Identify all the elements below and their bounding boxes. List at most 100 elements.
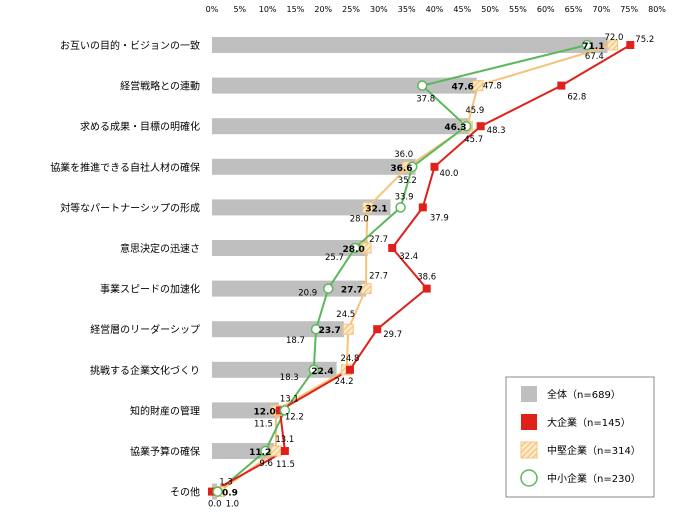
bar-value-label: 27.7 — [341, 286, 363, 296]
value-label-large: 29.7 — [383, 330, 402, 340]
legend-label: 中堅企業（n=314） — [547, 444, 641, 457]
category-label: 協業予算の確保 — [130, 445, 200, 458]
value-label-medium: 28.0 — [350, 214, 369, 224]
marker-small — [417, 80, 428, 91]
marker-large — [626, 41, 635, 49]
category-label: 意思決定の迅速さ — [120, 242, 200, 255]
category-label: 求める成果・目標の明確化 — [80, 120, 200, 133]
marker-medium — [607, 39, 618, 51]
marker-small — [323, 283, 334, 294]
x-tick-label: 45% — [453, 5, 471, 14]
category-label: 経営層のリーダーシップ — [90, 323, 200, 336]
x-tick-label: 20% — [314, 5, 332, 14]
marker-medium — [360, 242, 372, 254]
bar-value-label: 22.4 — [311, 367, 333, 377]
x-tick-label: 65% — [565, 5, 583, 14]
legend-swatch-total — [521, 386, 537, 402]
x-tick-label: 10% — [259, 5, 277, 14]
bar-value-label: 46.3 — [444, 123, 466, 133]
value-label-large: 12.2 — [285, 412, 304, 422]
category-label: 知的財産の管理 — [130, 404, 200, 417]
marker-medium — [362, 201, 374, 213]
line-medium — [218, 44, 613, 493]
marker-small — [310, 323, 322, 335]
marker-large — [345, 365, 354, 374]
bar-total — [212, 37, 608, 53]
x-tick-label: 70% — [592, 5, 610, 14]
category-label: 対等なパートナーシップの形成 — [60, 201, 200, 214]
marker-small — [212, 486, 223, 497]
value-label-small: 36.0 — [394, 150, 413, 160]
marker-large — [388, 244, 397, 252]
marker-large — [476, 122, 485, 131]
value-label-medium: 45.9 — [465, 106, 484, 116]
category-label: 協業を推進できる自社人材の確保 — [50, 161, 200, 174]
marker-small — [407, 161, 418, 173]
value-label-large: 62.8 — [567, 93, 586, 103]
legend-swatch-small — [520, 469, 538, 487]
marker-medium — [270, 445, 282, 457]
marker-large — [373, 325, 382, 334]
value-label-medium: 24.5 — [336, 310, 355, 320]
value-label-large: 0.0 — [208, 500, 222, 510]
bar-total — [212, 240, 368, 256]
value-label-large: 48.3 — [487, 126, 506, 136]
value-label-medium: 35.2 — [398, 176, 417, 186]
value-label-medium: 27.7 — [369, 272, 388, 282]
category-label: お互いの目的・ビジョンの一致 — [60, 39, 200, 52]
value-label-small: 45.7 — [464, 135, 483, 145]
bar-total — [212, 443, 275, 459]
bar-value-label: 36.6 — [390, 164, 412, 174]
value-label-small: 20.9 — [298, 289, 317, 299]
legend-swatch-medium — [520, 441, 538, 459]
x-tick-label: 30% — [370, 5, 388, 14]
bar-value-label: 12.0 — [254, 407, 276, 417]
value-label-medium: 27.7 — [369, 235, 388, 245]
category-label: その他 — [170, 486, 200, 499]
marker-small — [308, 364, 320, 376]
marker-medium — [342, 323, 354, 335]
bar-total — [212, 361, 337, 378]
legend-label: 中小企業（n=230） — [547, 472, 641, 485]
x-tick-label: 60% — [537, 5, 555, 14]
x-tick-label: 25% — [342, 5, 360, 14]
value-label-medium: 1.3 — [219, 478, 233, 488]
bar-total — [212, 199, 391, 216]
x-tick-label: 75% — [620, 5, 638, 14]
value-label-small: 37.8 — [416, 95, 435, 105]
value-label-small: 33.9 — [395, 192, 414, 202]
x-tick-label: 40% — [426, 5, 444, 14]
bar-value-label: 28.0 — [343, 245, 365, 255]
bar-total — [212, 118, 470, 135]
category-label: 事業スピードの加速化 — [100, 283, 200, 296]
legend-label: 大企業（n=145） — [547, 416, 631, 429]
value-label-medium: 24.2 — [335, 377, 354, 387]
bar-total — [212, 77, 477, 94]
value-label-large: 38.6 — [417, 273, 436, 283]
value-label-medium: 11.5 — [276, 460, 295, 470]
x-tick-label: 50% — [481, 5, 499, 14]
marker-small — [460, 120, 472, 132]
x-tick-label: 80% — [648, 5, 666, 14]
value-label-small: 25.7 — [325, 253, 344, 263]
bar-value-label: 0.9 — [222, 489, 238, 499]
marker-large — [422, 284, 431, 293]
value-label-large: 32.4 — [399, 252, 418, 262]
value-label-large: 75.2 — [635, 35, 654, 45]
line-large — [211, 44, 631, 493]
x-tick-label: 0% — [206, 5, 219, 14]
marker-small — [581, 39, 593, 51]
bar-value-label: 23.7 — [319, 326, 341, 336]
marker-small — [260, 445, 271, 457]
bar-value-label: 47.6 — [452, 83, 474, 93]
bar-total — [212, 321, 344, 338]
value-label-small: 18.3 — [280, 373, 299, 383]
marker-medium — [472, 80, 484, 92]
value-label-large: 24.8 — [340, 354, 359, 364]
value-label-large: 40.0 — [440, 169, 459, 179]
marker-large — [208, 487, 216, 496]
category-label: 経営戦略との連動 — [120, 80, 200, 93]
value-label-large: 13.1 — [275, 435, 294, 445]
value-label-large: 37.9 — [430, 213, 449, 223]
